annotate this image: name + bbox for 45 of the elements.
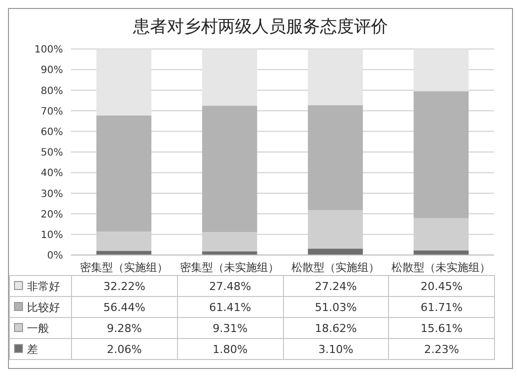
y-tick-label: 50% [40,148,63,159]
bar [308,248,363,255]
data-label: 61.71% [388,296,494,318]
bar [308,49,363,106]
legend-label: 差 [10,338,72,360]
data-label: 61.41% [177,296,283,318]
y-tick-label: 0% [47,250,63,262]
y-tick-label: 80% [40,86,63,97]
y-tick-label: 90% [40,65,63,76]
bar [96,115,152,232]
data-label: 9.31% [177,318,283,338]
bar [414,49,469,92]
y-tick-label: 30% [40,188,63,200]
data-label: 20.45% [388,276,494,296]
data-label: 1.80% [177,338,283,360]
x-tick-label: 松散型（实施组） [291,260,380,274]
legend-label: 一般 [10,318,72,338]
bar [96,49,152,116]
y-tick-label: 10% [40,230,63,241]
data-label: 32.22% [72,276,178,296]
data-label: 2.06% [72,338,178,360]
data-label: 18.62% [283,318,389,338]
y-tick-label: 40% [40,168,63,180]
data-label: 56.44% [72,296,178,318]
y-tick-label: 60% [40,126,63,138]
y-tick-label: 20% [40,209,63,220]
bar [202,106,258,232]
data-label: 3.10% [283,338,389,360]
y-tick-label: 70% [40,106,63,118]
data-label: 27.24% [283,276,389,296]
x-tick-label: 密集型（实施组） [80,260,168,274]
data-label: 15.61% [388,318,494,338]
data-label: 51.03% [283,296,389,318]
data-label: 27.48% [177,276,283,296]
data-label: 2.23% [388,338,494,360]
legend-label: 比较好 [10,296,72,318]
y-tick-label: 100% [34,44,63,56]
x-tick-label: 密集型（未实施组） [180,260,280,274]
chart-title: 患者对乡村两级人员服务态度评价 [132,16,389,39]
data-label: 9.28% [72,318,178,338]
x-tick-label: 松散型（未实施组） [392,260,491,274]
legend-label: 非常好 [10,276,72,296]
bar [202,49,258,106]
bar [414,91,469,218]
bar [308,105,363,210]
